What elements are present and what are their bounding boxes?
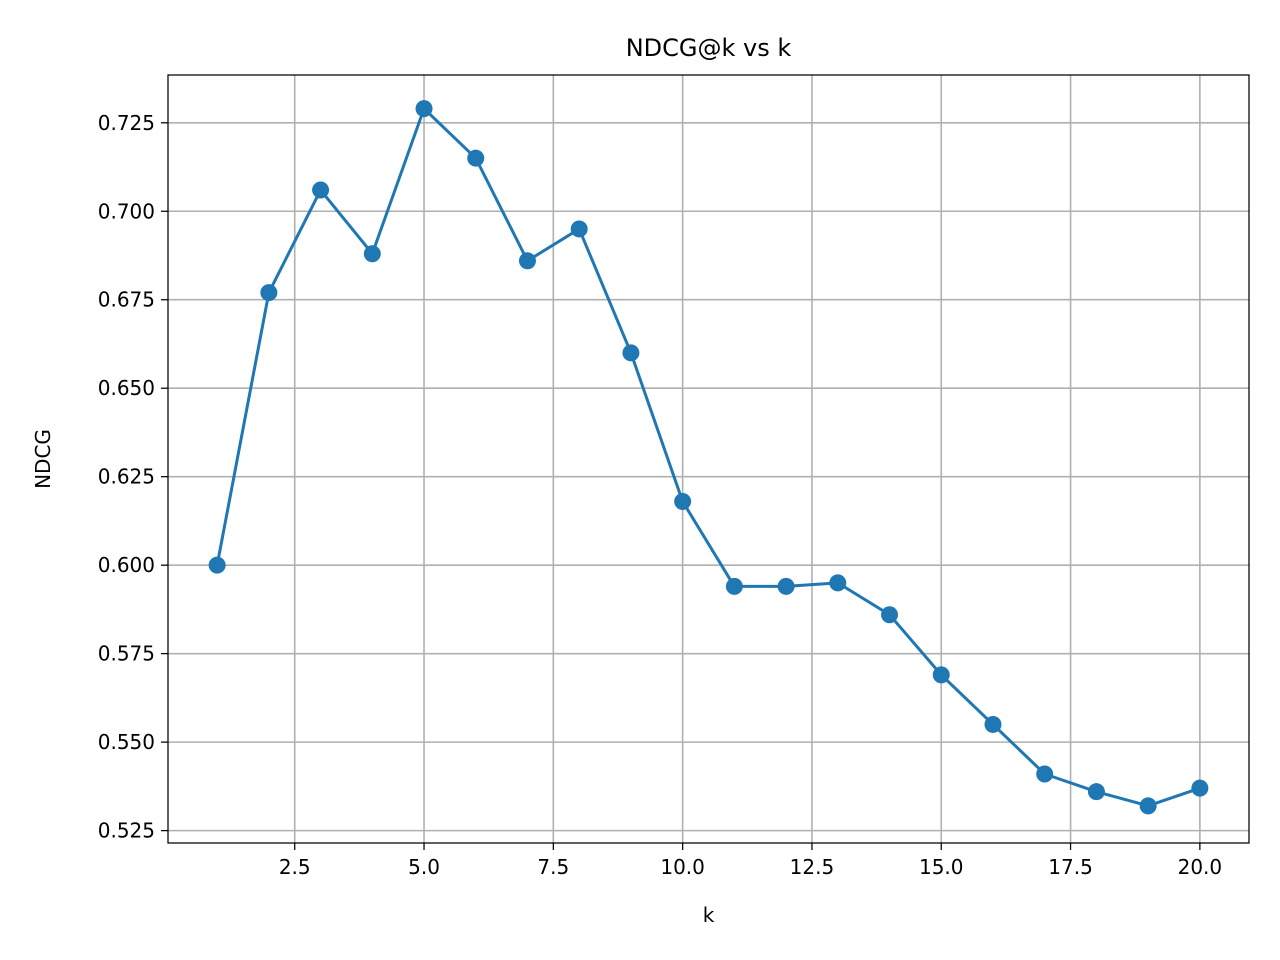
y-tick-label: 0.650 <box>98 376 155 400</box>
x-tick-label: 15.0 <box>919 855 964 879</box>
x-tick-label: 2.5 <box>279 855 311 879</box>
data-point <box>1087 783 1105 801</box>
data-point <box>829 574 847 592</box>
data-point <box>1191 779 1209 797</box>
x-axis-ticks: 2.5 5.0 7.5 10.0 12.5 15.0 17.5 20.0 <box>279 843 1222 879</box>
y-tick-label: 0.700 <box>98 199 155 223</box>
x-tick-label: 5.0 <box>408 855 440 879</box>
data-point <box>363 245 381 263</box>
x-tick-label: 17.5 <box>1048 855 1093 879</box>
y-tick-label: 0.525 <box>98 819 155 843</box>
y-axis-label: NDCG <box>31 429 55 489</box>
x-tick-label: 12.5 <box>790 855 835 879</box>
data-point <box>570 220 588 238</box>
data-point <box>467 149 485 167</box>
data-point <box>725 577 743 595</box>
data-point <box>312 181 330 199</box>
y-tick-label: 0.575 <box>98 642 155 666</box>
data-point <box>260 284 278 302</box>
data-point <box>518 252 536 270</box>
data-point <box>777 577 795 595</box>
data-point <box>674 492 692 510</box>
data-point <box>881 606 899 624</box>
data-point <box>208 556 226 574</box>
data-point <box>1139 797 1157 815</box>
plot-frame <box>167 74 1250 844</box>
data-point <box>415 100 433 118</box>
data-point <box>984 715 1002 733</box>
data-point <box>1036 765 1054 783</box>
data-point <box>932 666 950 684</box>
x-axis-label: k <box>703 903 715 927</box>
y-tick-label: 0.725 <box>98 111 155 135</box>
series-line <box>215 107 1202 808</box>
chart-title: NDCG@k vs k <box>626 34 792 62</box>
series-layer <box>208 100 1209 815</box>
y-tick-label: 0.550 <box>98 730 155 754</box>
x-tick-label: 7.5 <box>537 855 569 879</box>
y-tick-label: 0.675 <box>98 288 155 312</box>
data-point <box>622 344 640 362</box>
y-axis-ticks: 0.525 0.550 0.575 0.600 0.625 0.650 0.675 0.700… <box>98 111 168 843</box>
x-tick-label: 10.0 <box>660 855 705 879</box>
x-tick-label: 20.0 <box>1178 855 1223 879</box>
grid <box>168 75 1249 843</box>
y-tick-label: 0.625 <box>98 465 155 489</box>
y-tick-label: 0.600 <box>98 553 155 577</box>
